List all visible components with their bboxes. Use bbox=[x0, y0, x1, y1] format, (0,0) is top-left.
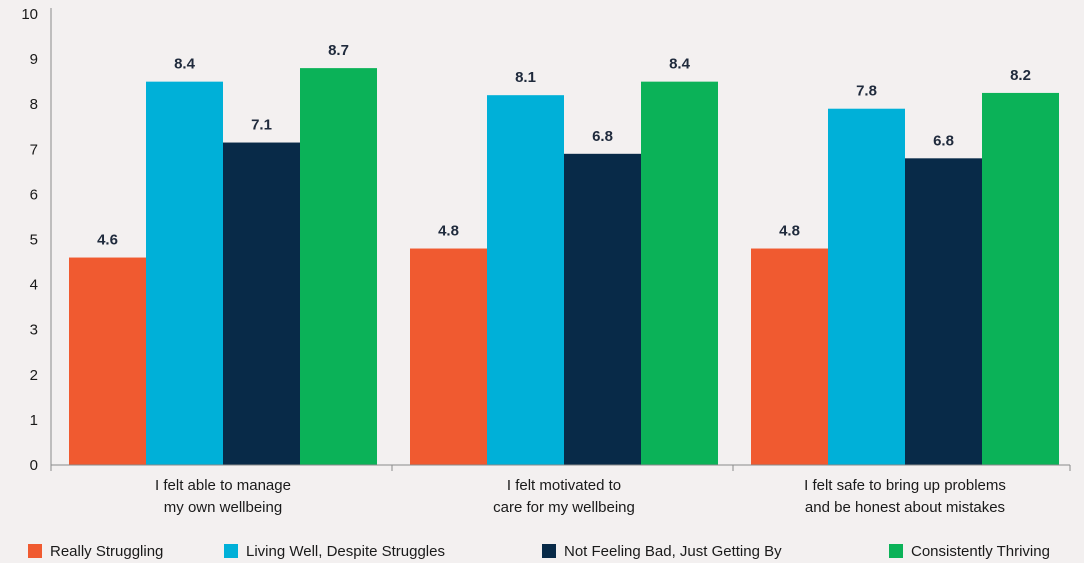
category-label: my own wellbeing bbox=[164, 499, 282, 516]
data-label: 4.6 bbox=[97, 232, 118, 249]
data-label: 7.1 bbox=[251, 117, 272, 134]
legend-swatch bbox=[542, 544, 556, 558]
data-label: 8.4 bbox=[669, 56, 691, 73]
legend-swatch bbox=[28, 544, 42, 558]
category-label: care for my wellbeing bbox=[493, 499, 635, 516]
y-tick-label: 7 bbox=[30, 141, 38, 158]
bar bbox=[828, 108, 905, 466]
data-label: 4.8 bbox=[438, 223, 459, 240]
data-label: 4.8 bbox=[779, 223, 800, 240]
data-label: 8.2 bbox=[1010, 67, 1031, 84]
y-tick-label: 1 bbox=[30, 412, 38, 429]
bar bbox=[410, 248, 487, 465]
category-label: I felt motivated to bbox=[507, 477, 621, 494]
category-label: I felt able to manage bbox=[155, 477, 291, 494]
y-tick-label: 4 bbox=[30, 277, 38, 294]
y-tick-label: 6 bbox=[30, 186, 38, 203]
y-tick-label: 10 bbox=[21, 6, 38, 23]
y-tick-label: 3 bbox=[30, 322, 38, 339]
legend: Really Struggling Living Well, Despite St… bbox=[28, 543, 1050, 560]
bars bbox=[69, 68, 1059, 466]
y-tick-label: 5 bbox=[30, 232, 38, 249]
y-tick-label: 2 bbox=[30, 367, 38, 384]
legend-label: Living Well, Despite Struggles bbox=[246, 543, 445, 560]
category-labels: I felt able to manage my own wellbeing I f… bbox=[155, 477, 1006, 516]
bar bbox=[146, 81, 223, 466]
y-tick-label: 9 bbox=[30, 51, 38, 68]
data-label: 7.8 bbox=[856, 83, 877, 100]
legend-swatch bbox=[889, 544, 903, 558]
bar bbox=[641, 81, 718, 466]
data-label: 6.8 bbox=[592, 128, 613, 145]
legend-label: Really Struggling bbox=[50, 543, 163, 560]
category-label: and be honest about mistakes bbox=[805, 499, 1005, 516]
data-label: 8.7 bbox=[328, 42, 349, 59]
legend-label: Consistently Thriving bbox=[911, 543, 1050, 560]
category-label: I felt safe to bring up problems bbox=[804, 477, 1006, 494]
bar bbox=[300, 68, 377, 466]
y-axis-ticks: 0 1 2 3 4 5 6 7 8 9 10 bbox=[21, 6, 38, 474]
y-tick-label: 8 bbox=[30, 96, 38, 113]
data-labels: 4.6 8.4 7.1 8.7 4.8 8.1 6.8 8.4 4.8 7.8 6.8 8.2 bbox=[97, 42, 1031, 248]
bar bbox=[223, 142, 300, 465]
legend-swatch bbox=[224, 544, 238, 558]
data-label: 8.1 bbox=[515, 69, 536, 86]
bar bbox=[982, 92, 1059, 466]
bar bbox=[751, 248, 828, 465]
bar bbox=[564, 153, 641, 465]
axes bbox=[50, 8, 1071, 471]
bar bbox=[905, 158, 982, 465]
y-tick-label: 0 bbox=[30, 457, 38, 474]
legend-label: Not Feeling Bad, Just Getting By bbox=[564, 543, 782, 560]
data-label: 8.4 bbox=[174, 56, 196, 73]
bar bbox=[487, 95, 564, 466]
bar bbox=[69, 257, 146, 465]
data-label: 6.8 bbox=[933, 132, 954, 149]
